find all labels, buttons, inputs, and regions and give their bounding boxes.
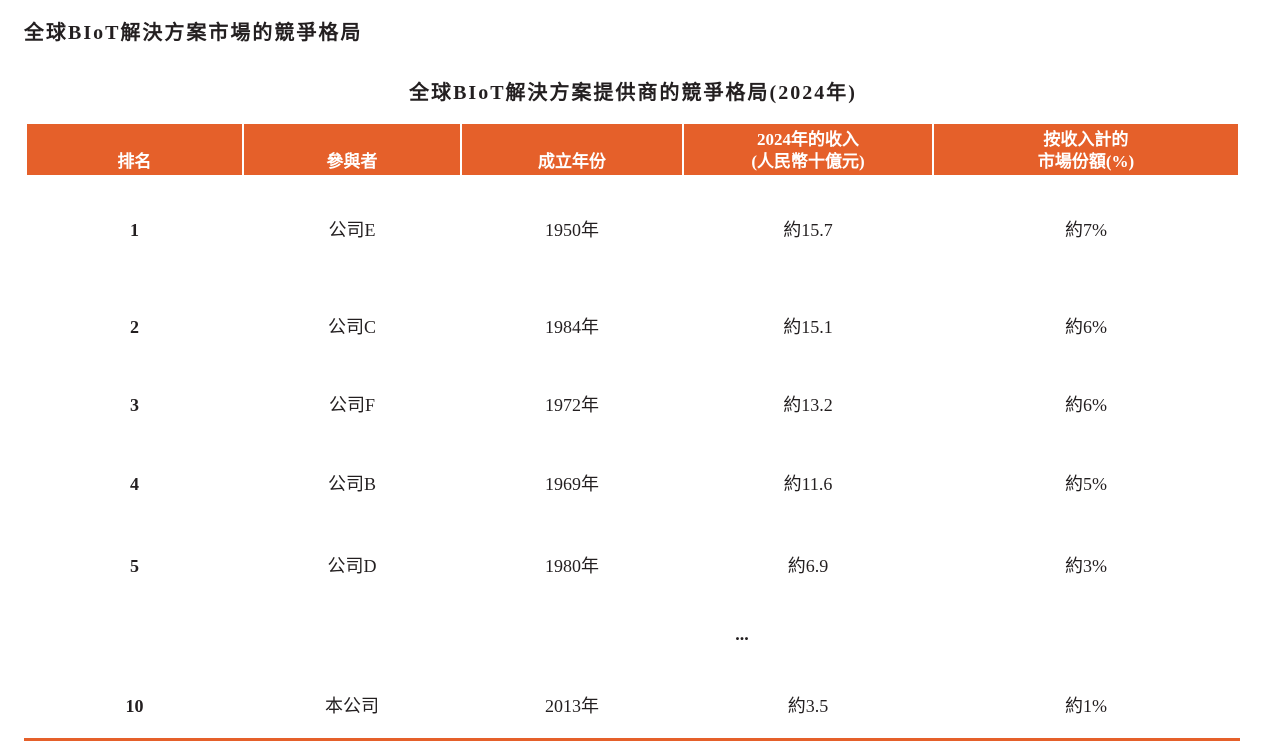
section-heading: 全球BIoT解決方案市場的競爭格局 [24, 22, 363, 44]
cell-revenue: 約15.1 [783, 317, 833, 337]
header-revenue: 2024年的收入 (人民幣十億元) [684, 124, 932, 175]
cell-founded: 1950年 [545, 220, 599, 240]
cell-rank: 4 [130, 474, 139, 494]
cell-share: 約6% [1065, 395, 1107, 415]
cell-founded: 1972年 [545, 395, 599, 415]
cell-founded: 1980年 [545, 556, 599, 576]
cell-rank: 2 [130, 317, 139, 337]
cell-share: 約3% [1065, 556, 1107, 576]
cell-revenue: 約13.2 [783, 395, 833, 415]
cell-founded: 1969年 [545, 474, 599, 494]
cell-revenue: 約11.6 [783, 474, 833, 494]
header-participant: 參與者 [244, 124, 460, 175]
table-row: 10 本公司 2013年 約3.5 約1% [0, 691, 1266, 721]
table-row: 5 公司D 1980年 約6.9 約3% [0, 551, 1266, 581]
header-founded: 成立年份 [462, 124, 682, 175]
table-row: 4 公司B 1969年 約11.6 約5% [0, 469, 1266, 499]
cell-participant: 公司B [327, 474, 376, 494]
cell-founded: 2013年 [545, 696, 599, 716]
cell-share: 約1% [1065, 696, 1107, 716]
table-row: 1 公司E 1950年 約15.7 約7% [0, 215, 1266, 245]
cell-revenue: 約6.9 [787, 556, 829, 576]
cell-participant: 本公司 [325, 696, 379, 716]
cell-participant: 公司E [328, 220, 376, 240]
table-row: 3 公司F 1972年 約13.2 約6% [0, 390, 1266, 420]
header-rank: 排名 [27, 124, 242, 175]
cell-rank: 1 [130, 220, 139, 240]
cell-participant: 公司F [328, 395, 375, 415]
table-bottom-rule [24, 738, 1240, 741]
cell-revenue: 約3.5 [787, 696, 829, 716]
table-row: 2 公司C 1984年 約15.1 約6% [0, 312, 1266, 342]
cell-participant: 公司C [327, 317, 376, 337]
header-market-share: 按收入計的 市場份額(%) [934, 124, 1238, 175]
cell-share: 約6% [1065, 317, 1107, 337]
cell-rank: 3 [130, 395, 139, 415]
cell-rank: 10 [125, 696, 144, 716]
cell-share: 約7% [1065, 220, 1107, 240]
table-title: 全球BIoT解決方案提供商的競爭格局(2024年) [409, 82, 857, 104]
cell-rank: 5 [130, 556, 139, 576]
ellipsis-row: ... [735, 624, 749, 644]
cell-revenue: 約15.7 [783, 220, 833, 240]
cell-participant: 公司D [327, 556, 377, 576]
cell-share: 約5% [1065, 474, 1107, 494]
cell-founded: 1984年 [545, 317, 599, 337]
